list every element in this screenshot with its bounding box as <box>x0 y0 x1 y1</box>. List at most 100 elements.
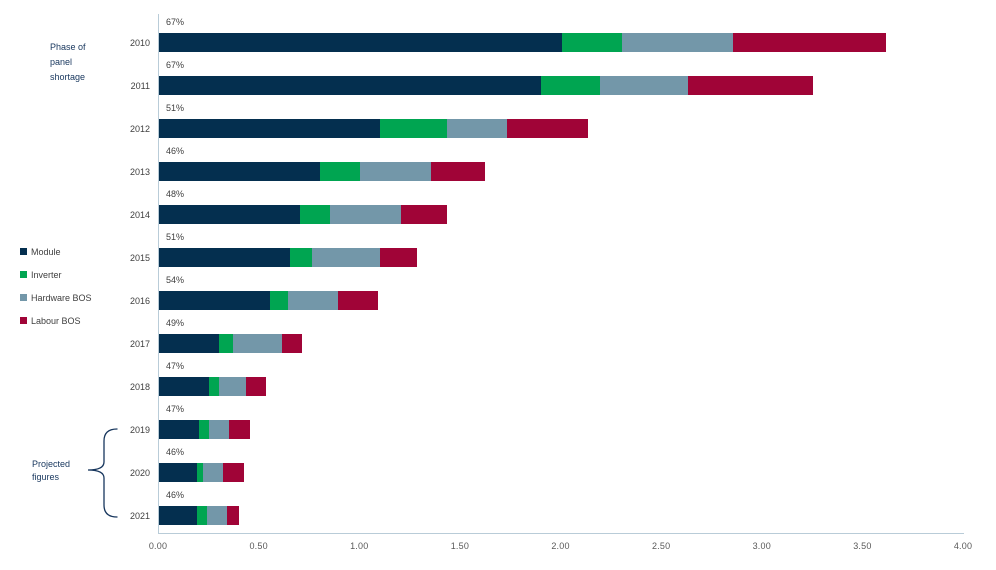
stacked-bar-2016 <box>159 291 379 310</box>
bar-value-label-2020: 46% <box>166 447 185 457</box>
bar-segment-inverter-2012 <box>380 119 447 138</box>
bar-segment-labour-bos-2019 <box>229 420 250 439</box>
bar-segment-hardware-bos-2010 <box>621 33 733 52</box>
bar-segment-labour-bos-2020 <box>223 463 244 482</box>
bar-segment-labour-bos-2014 <box>400 205 447 224</box>
bar-segment-inverter-2020 <box>197 463 204 482</box>
category-label-2016: 2016 <box>129 296 150 306</box>
x-tick-label-1.50: 1.50 <box>450 541 470 551</box>
bar-segment-module-2016 <box>159 291 270 310</box>
category-label-2010: 2010 <box>129 38 150 48</box>
bar-segment-module-2015 <box>159 248 290 267</box>
bar-segment-labour-bos-2016 <box>338 291 379 310</box>
bar-segment-module-2011 <box>159 76 542 95</box>
stacked-bar-2015 <box>159 248 417 267</box>
bar-segment-inverter-2016 <box>269 291 288 310</box>
projected-figures-annotation: Projected figures <box>32 458 70 484</box>
bar-segment-module-2021 <box>159 506 198 525</box>
stacked-bar-2021 <box>159 506 240 525</box>
category-label-2013: 2013 <box>129 167 150 177</box>
legend-label: Module <box>31 246 61 257</box>
bar-segment-hardware-bos-2021 <box>207 506 228 525</box>
x-tick-label-0.00: 0.00 <box>148 541 168 551</box>
category-label-2021: 2021 <box>129 511 150 521</box>
bar-segment-labour-bos-2010 <box>732 33 886 52</box>
bar-segment-hardware-bos-2016 <box>287 291 339 310</box>
bar-segment-labour-bos-2011 <box>688 76 814 95</box>
bar-segment-hardware-bos-2018 <box>219 377 246 396</box>
x-axis-line <box>158 533 964 534</box>
bar-segment-inverter-2015 <box>289 248 312 267</box>
bar-value-label-2016: 54% <box>166 275 185 285</box>
legend-label: Labour BOS <box>31 315 81 326</box>
bar-segment-labour-bos-2017 <box>281 334 302 353</box>
stacked-bar-2012 <box>159 119 588 138</box>
bar-segment-hardware-bos-2014 <box>330 205 401 224</box>
x-tick-label-3.50: 3.50 <box>853 541 872 551</box>
bar-segment-hardware-bos-2011 <box>599 76 689 95</box>
legend-item-labour-bos: Labour BOS <box>20 315 92 326</box>
annotation-line: Projected <box>32 459 71 469</box>
stacked-bar-2010 <box>159 33 886 52</box>
bar-value-label-2011: 67% <box>166 60 185 70</box>
x-tick-label-3.00: 3.00 <box>752 541 771 551</box>
bar-segment-module-2020 <box>159 463 198 482</box>
bar-segment-module-2014 <box>159 205 300 224</box>
legend-label: Hardware BOS <box>31 292 92 303</box>
bar-segment-labour-bos-2015 <box>380 248 417 267</box>
legend-item-inverter: Inverter <box>20 269 92 280</box>
bar-segment-inverter-2018 <box>209 377 220 396</box>
bar-segment-inverter-2011 <box>541 76 600 95</box>
bar-value-label-2019: 47% <box>166 404 185 414</box>
bar-value-label-2012: 51% <box>166 103 185 113</box>
x-tick-label-0.50: 0.50 <box>249 541 268 551</box>
bar-value-label-2010: 67% <box>166 17 185 27</box>
annotation-line: Phase of <box>50 42 86 52</box>
legend-label: Inverter <box>31 269 62 280</box>
x-tick-label-4.00: 4.00 <box>953 541 973 551</box>
category-label-2017: 2017 <box>129 339 150 349</box>
stacked-bar-2018 <box>159 377 266 396</box>
bar-value-label-2017: 49% <box>166 318 185 328</box>
y-axis-line <box>158 14 159 533</box>
bar-value-label-2013: 46% <box>166 146 185 156</box>
projected-figures-brace <box>87 428 118 518</box>
bar-value-label-2015: 51% <box>166 232 185 242</box>
legend-item-hardware-bos: Hardware BOS <box>20 292 92 303</box>
legend-swatch-icon <box>20 248 27 255</box>
bar-segment-inverter-2014 <box>299 205 331 224</box>
bar-segment-hardware-bos-2013 <box>360 162 431 181</box>
annotation-line: figures <box>32 472 60 482</box>
bar-segment-inverter-2010 <box>561 33 622 52</box>
stacked-bar-2017 <box>159 334 302 353</box>
annotation-line: shortage <box>50 72 86 82</box>
phase-of-panel-shortage-annotation: Phase of panel shortage <box>50 40 86 85</box>
stacked-bar-2011 <box>159 76 814 95</box>
bar-segment-module-2018 <box>159 377 210 396</box>
bar-segment-module-2013 <box>159 162 320 181</box>
legend-swatch-icon <box>20 271 27 278</box>
stacked-bar-2019 <box>159 420 250 439</box>
bar-segment-hardware-bos-2015 <box>311 248 381 267</box>
stacked-bar-2013 <box>159 162 486 181</box>
category-label-2019: 2019 <box>129 425 150 435</box>
bar-segment-hardware-bos-2017 <box>233 334 282 353</box>
category-label-2018: 2018 <box>129 382 150 392</box>
legend: Module Inverter Hardware BOS Labour BOS <box>20 246 92 338</box>
stacked-bar-2020 <box>159 463 244 482</box>
bar-segment-hardware-bos-2020 <box>203 463 224 482</box>
bar-segment-labour-bos-2013 <box>430 162 486 181</box>
category-label-2011: 2011 <box>130 81 150 91</box>
bar-segment-hardware-bos-2019 <box>209 420 230 439</box>
x-tick-label-1.00: 1.00 <box>350 541 369 551</box>
bar-segment-hardware-bos-2012 <box>446 119 508 138</box>
bar-segment-labour-bos-2021 <box>227 506 240 525</box>
bar-segment-inverter-2017 <box>219 334 234 353</box>
bar-segment-module-2019 <box>159 420 200 439</box>
category-label-2015: 2015 <box>129 253 150 263</box>
bar-segment-module-2010 <box>159 33 562 52</box>
bar-segment-module-2012 <box>159 119 381 138</box>
bar-segment-labour-bos-2012 <box>507 119 588 138</box>
bar-value-label-2018: 47% <box>166 361 185 371</box>
stacked-bar-2014 <box>159 205 447 224</box>
